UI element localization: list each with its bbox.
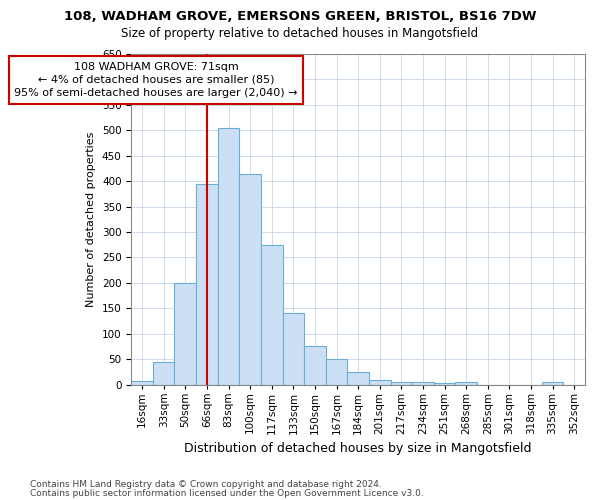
- Text: 108 WADHAM GROVE: 71sqm
← 4% of detached houses are smaller (85)
95% of semi-det: 108 WADHAM GROVE: 71sqm ← 4% of detached…: [14, 62, 298, 98]
- Bar: [347, 372, 369, 384]
- Bar: [153, 362, 175, 384]
- Text: Size of property relative to detached houses in Mangotsfield: Size of property relative to detached ho…: [121, 28, 479, 40]
- Bar: [412, 382, 434, 384]
- Bar: [391, 382, 412, 384]
- Text: Contains HM Land Registry data © Crown copyright and database right 2024.: Contains HM Land Registry data © Crown c…: [30, 480, 382, 489]
- Text: 108, WADHAM GROVE, EMERSONS GREEN, BRISTOL, BS16 7DW: 108, WADHAM GROVE, EMERSONS GREEN, BRIST…: [64, 10, 536, 23]
- Bar: [196, 184, 218, 384]
- Bar: [304, 346, 326, 385]
- Bar: [434, 383, 455, 384]
- Text: Contains public sector information licensed under the Open Government Licence v3: Contains public sector information licen…: [30, 489, 424, 498]
- X-axis label: Distribution of detached houses by size in Mangotsfield: Distribution of detached houses by size …: [184, 442, 532, 455]
- Bar: [218, 128, 239, 384]
- Bar: [131, 380, 153, 384]
- Bar: [542, 382, 563, 384]
- Bar: [455, 382, 477, 384]
- Bar: [239, 174, 261, 384]
- Bar: [175, 283, 196, 384]
- Y-axis label: Number of detached properties: Number of detached properties: [86, 132, 96, 307]
- Bar: [369, 380, 391, 384]
- Bar: [283, 314, 304, 384]
- Bar: [326, 359, 347, 384]
- Bar: [261, 244, 283, 384]
